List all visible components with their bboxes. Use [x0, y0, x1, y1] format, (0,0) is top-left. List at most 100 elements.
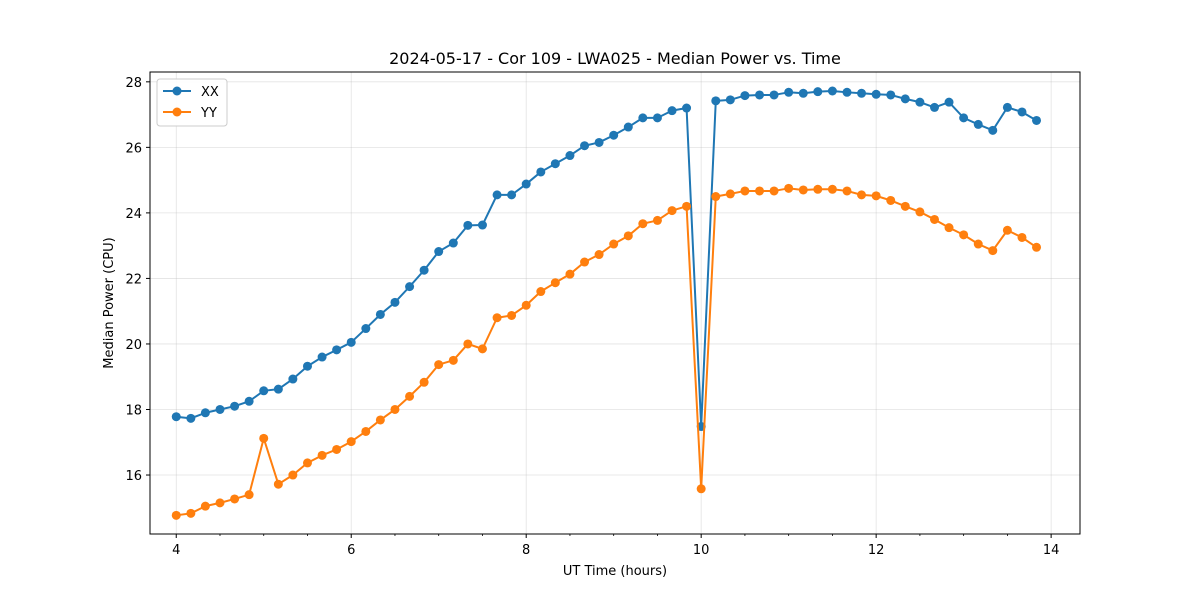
data-point-xx [477, 220, 487, 230]
data-point-xx [638, 113, 648, 123]
data-point-yy [667, 206, 677, 216]
data-point-xx [536, 167, 546, 177]
data-point-xx [1032, 115, 1042, 125]
data-point-yy [1002, 225, 1012, 235]
data-point-xx [944, 97, 954, 107]
data-point-yy [580, 257, 590, 267]
data-point-xx [419, 265, 429, 275]
x-tick-label: 14 [1043, 543, 1060, 558]
data-point-yy [842, 186, 852, 196]
data-point-xx [463, 220, 473, 230]
data-point-xx [434, 247, 444, 257]
y-axis-label: Median Power (CPU) [102, 237, 117, 368]
data-point-xx [682, 103, 692, 113]
data-point-yy [273, 479, 283, 489]
y-tick-label: 20 [125, 338, 142, 353]
data-point-xx [900, 94, 910, 104]
data-point-yy [521, 300, 531, 310]
data-point-yy [244, 490, 254, 500]
data-point-xx [930, 102, 940, 112]
data-point-yy [711, 192, 721, 202]
data-point-yy [550, 278, 560, 288]
series-yy [171, 183, 1042, 520]
data-point-xx [448, 238, 458, 248]
data-point-xx [798, 88, 808, 98]
data-point-xx [623, 122, 633, 132]
data-point-xx [667, 106, 677, 116]
data-point-xx [405, 282, 415, 292]
data-point-yy [798, 185, 808, 195]
x-tick-label: 12 [868, 543, 885, 558]
legend-marker-xx [172, 86, 182, 96]
data-point-yy [317, 450, 327, 460]
legend-label-xx: XX [201, 85, 219, 100]
data-point-xx [171, 412, 181, 422]
data-point-xx [871, 89, 881, 99]
data-point-yy [682, 201, 692, 211]
y-tick-label: 16 [125, 469, 142, 484]
data-point-xx [375, 309, 385, 319]
data-point-yy [594, 250, 604, 260]
data-point-xx [784, 87, 794, 97]
data-point-yy [988, 246, 998, 256]
data-point-xx [1002, 102, 1012, 112]
data-point-yy [769, 186, 779, 196]
data-point-xx [711, 96, 721, 106]
data-point-xx [827, 86, 837, 96]
x-tick-label: 10 [693, 543, 710, 558]
data-point-xx [550, 159, 560, 169]
data-point-yy [565, 269, 575, 279]
data-point-yy [346, 437, 356, 447]
data-point-yy [900, 201, 910, 211]
data-point-yy [230, 494, 240, 504]
data-point-xx [565, 151, 575, 161]
data-point-yy [477, 344, 487, 354]
data-point-yy [492, 313, 502, 323]
y-tick-label: 26 [125, 141, 142, 156]
data-point-xx [361, 324, 371, 334]
data-point-xx [652, 113, 662, 123]
data-point-yy [638, 219, 648, 229]
y-tick-label: 28 [125, 76, 142, 91]
data-point-xx [346, 337, 356, 347]
y-tick-label: 18 [125, 403, 142, 418]
legend: XX YY [156, 78, 228, 127]
data-point-xx [507, 190, 517, 200]
data-point-xx [521, 179, 531, 189]
data-point-yy [959, 230, 969, 240]
data-point-yy [507, 310, 517, 320]
data-point-yy [302, 458, 312, 468]
y-tick-label: 22 [125, 272, 142, 287]
data-point-xx [915, 97, 925, 107]
data-point-xx [288, 374, 298, 384]
data-point-yy [827, 184, 837, 194]
data-point-yy [652, 215, 662, 225]
data-point-yy [434, 360, 444, 370]
data-point-xx [230, 401, 240, 411]
x-axis-label: UT Time (hours) [563, 564, 667, 579]
data-point-yy [813, 184, 823, 194]
data-point-yy [361, 426, 371, 436]
data-point-yy [215, 498, 225, 508]
data-point-yy [259, 433, 269, 443]
data-point-yy [463, 339, 473, 349]
data-point-xx [390, 297, 400, 307]
data-point-yy [857, 190, 867, 200]
series-layer [171, 86, 1042, 520]
data-point-xx [332, 345, 342, 355]
data-point-xx [259, 386, 269, 396]
data-point-yy [886, 195, 896, 205]
data-point-xx [886, 90, 896, 100]
data-point-yy [419, 377, 429, 387]
data-point-xx [244, 396, 254, 406]
data-point-yy [1032, 242, 1042, 252]
legend-marker-yy [172, 107, 182, 117]
data-point-yy [623, 231, 633, 241]
data-point-xx [842, 87, 852, 97]
plot-frame [149, 71, 1081, 535]
data-point-yy [1017, 232, 1027, 242]
data-point-yy [536, 287, 546, 297]
data-point-yy [405, 391, 415, 401]
data-point-xx [273, 384, 283, 394]
data-point-xx [594, 137, 604, 147]
